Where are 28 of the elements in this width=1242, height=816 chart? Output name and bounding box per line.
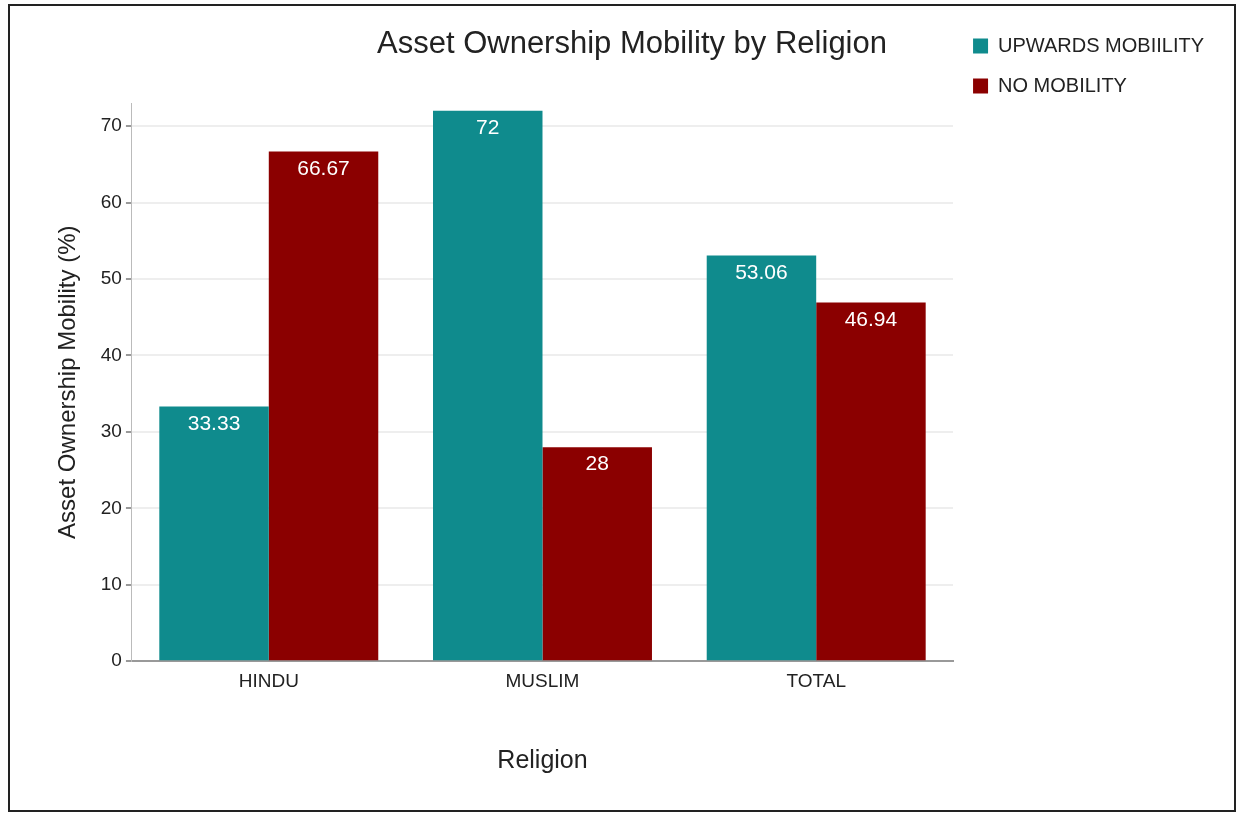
y-tick-label: 60 xyxy=(100,190,122,212)
y-tick-label: 20 xyxy=(100,496,122,518)
y-axis-title: Asset Ownership Mobility (%) xyxy=(53,225,81,539)
bar xyxy=(159,406,269,661)
y-tick-label: 40 xyxy=(100,343,122,365)
data-label: 72 xyxy=(476,115,500,139)
legend-label: NO MOBILITY xyxy=(998,73,1127,96)
x-axis-title: Religion xyxy=(497,744,588,773)
legend-label: UPWARDS MOBIILITY xyxy=(998,33,1205,56)
x-tick-label: HINDU xyxy=(238,669,299,691)
data-label: 53.06 xyxy=(735,259,788,283)
bar xyxy=(433,110,543,661)
bar xyxy=(268,151,379,661)
data-label: 33.33 xyxy=(187,410,241,434)
y-tick-label: 30 xyxy=(100,420,122,442)
chart-title: Asset Ownership Mobility by Religion xyxy=(377,25,887,61)
data-label: 66.67 xyxy=(297,155,350,179)
bar xyxy=(706,255,817,661)
bar xyxy=(816,302,926,661)
y-tick-label: 50 xyxy=(100,267,122,289)
bar xyxy=(542,447,652,661)
x-tick-label: MUSLIM xyxy=(505,669,580,691)
y-tick-label: 10 xyxy=(100,573,122,594)
y-tick-label: 0 xyxy=(111,649,122,671)
x-tick-label: TOTAL xyxy=(786,669,846,691)
y-tick-label: 70 xyxy=(100,114,122,136)
data-label: 28 xyxy=(585,451,609,475)
data-label: 46.94 xyxy=(844,306,898,330)
